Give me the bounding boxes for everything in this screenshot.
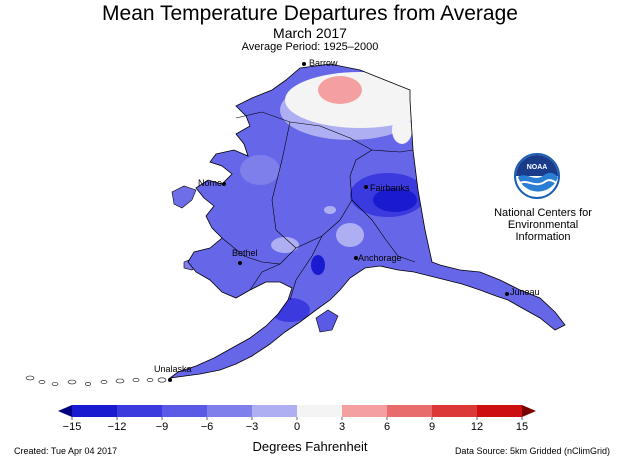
color-bar-segment bbox=[207, 405, 252, 417]
created-date: Created: Tue Apr 04 2017 bbox=[14, 446, 118, 456]
color-bar-tick-label: 6 bbox=[383, 421, 391, 433]
noaa-logo-text: NOAA bbox=[527, 164, 548, 171]
city-label-unalaska: Unalaska bbox=[154, 364, 192, 374]
agency-line-1: National Centers for bbox=[494, 207, 592, 219]
color-bar-tick-label: 0 bbox=[293, 421, 301, 433]
aleutian-islands bbox=[25, 375, 167, 386]
bethel-dot bbox=[238, 261, 242, 265]
color-bar-tick-label: −9 bbox=[155, 421, 169, 433]
st-lawrence-island bbox=[171, 185, 197, 209]
city-label-barrow: Barrow bbox=[309, 58, 338, 68]
average-period: Average Period: 1925–2000 bbox=[241, 41, 379, 53]
color-bar-segment bbox=[252, 405, 297, 417]
city-label-anchorage: Anchorage bbox=[358, 253, 402, 263]
color-bar-segment bbox=[387, 405, 432, 417]
color-bar-tick-label: −3 bbox=[245, 421, 259, 433]
city-label-bethel: Bethel bbox=[232, 248, 258, 258]
agency-name: National Centers for Environmental Infor… bbox=[478, 207, 608, 243]
fairbanks-dot bbox=[364, 185, 368, 189]
agency-line-2: Environmental bbox=[507, 219, 579, 231]
data-source: Data Source: 5km Gridded (nClimGrid) bbox=[454, 446, 610, 456]
color-bar-tick-label: −15 bbox=[62, 421, 82, 433]
color-bar-segment bbox=[117, 405, 162, 417]
color-bar-segment bbox=[342, 405, 387, 417]
color-bar-tick-label: −6 bbox=[200, 421, 214, 433]
unalaska-dot bbox=[168, 378, 172, 382]
color-bar-high-extension bbox=[522, 405, 536, 417]
map-title: Mean Temperature Departures from Average bbox=[102, 2, 518, 25]
legend-unit-label: Degrees Fahrenheit bbox=[252, 439, 368, 454]
color-bar-tick-label: −12 bbox=[107, 421, 127, 433]
climate-division-boundaries bbox=[221, 111, 416, 301]
city-label-fairbanks: Fairbanks bbox=[370, 183, 410, 193]
map-subtitle: March 2017 bbox=[273, 25, 347, 41]
noaa-logo: NOAA bbox=[514, 153, 560, 199]
color-bar-tick-label: 9 bbox=[428, 421, 436, 433]
color-bar-segment bbox=[72, 405, 117, 417]
color-bar-segment bbox=[297, 405, 342, 417]
agency-line-3: Information bbox=[515, 231, 571, 243]
color-bar-tick-label: 3 bbox=[338, 421, 346, 433]
color-bar-low-extension bbox=[58, 405, 72, 417]
city-label-juneau: Juneau bbox=[510, 287, 540, 297]
color-bar-segment bbox=[477, 405, 522, 417]
kodiak-island bbox=[315, 309, 339, 333]
nome-dot bbox=[222, 182, 226, 186]
color-bar-segment bbox=[432, 405, 477, 417]
color-bar-tick-label: 15 bbox=[515, 421, 529, 433]
anchorage-dot bbox=[354, 256, 358, 260]
color-bar-segment bbox=[162, 405, 207, 417]
city-label-nome: Nome bbox=[198, 178, 223, 188]
juneau-dot bbox=[505, 292, 509, 296]
barrow-dot bbox=[302, 62, 306, 66]
color-bar-tick-label: 12 bbox=[470, 421, 484, 433]
